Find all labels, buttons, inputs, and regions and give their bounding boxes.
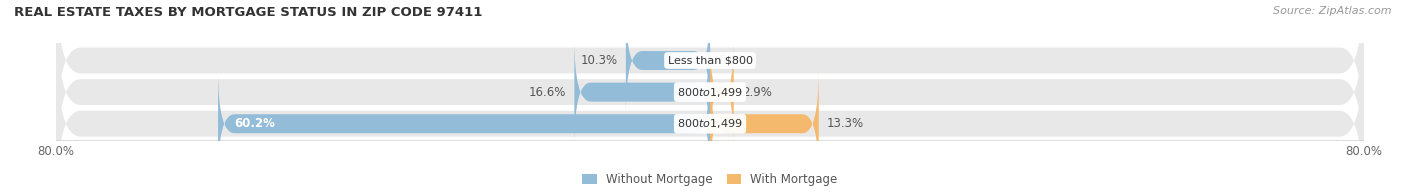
FancyBboxPatch shape <box>218 70 710 177</box>
Text: $800 to $1,499: $800 to $1,499 <box>678 117 742 130</box>
FancyBboxPatch shape <box>56 10 1364 174</box>
FancyBboxPatch shape <box>710 38 734 146</box>
Text: 13.3%: 13.3% <box>827 117 865 130</box>
Text: 60.2%: 60.2% <box>235 117 276 130</box>
Text: 16.6%: 16.6% <box>529 86 567 99</box>
Text: Less than $800: Less than $800 <box>668 55 752 65</box>
FancyBboxPatch shape <box>626 7 710 114</box>
Text: 0.0%: 0.0% <box>718 54 748 67</box>
Text: 2.9%: 2.9% <box>742 86 772 99</box>
Text: REAL ESTATE TAXES BY MORTGAGE STATUS IN ZIP CODE 97411: REAL ESTATE TAXES BY MORTGAGE STATUS IN … <box>14 6 482 19</box>
FancyBboxPatch shape <box>710 70 818 177</box>
Text: Source: ZipAtlas.com: Source: ZipAtlas.com <box>1274 6 1392 16</box>
FancyBboxPatch shape <box>56 0 1364 142</box>
FancyBboxPatch shape <box>56 42 1364 196</box>
Text: 10.3%: 10.3% <box>581 54 617 67</box>
Legend: Without Mortgage, With Mortgage: Without Mortgage, With Mortgage <box>582 173 838 186</box>
Text: $800 to $1,499: $800 to $1,499 <box>678 86 742 99</box>
FancyBboxPatch shape <box>575 38 710 146</box>
